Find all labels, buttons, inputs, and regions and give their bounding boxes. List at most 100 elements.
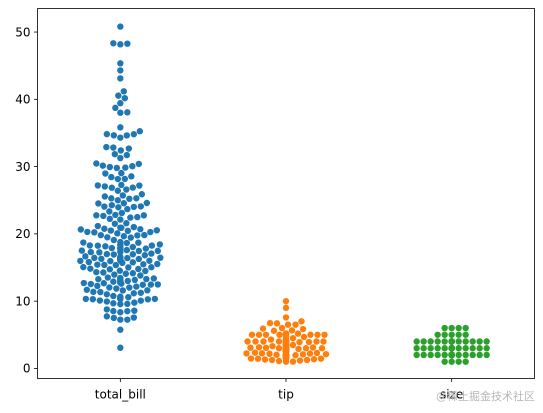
- total-bill-point: [97, 231, 105, 239]
- total-bill-point: [117, 293, 124, 300]
- tip-point: [275, 357, 283, 365]
- data-points: [77, 23, 490, 365]
- tip-point: [260, 338, 267, 345]
- size-point: [469, 351, 476, 359]
- watermark-text: @稀土掘金技术社区: [436, 389, 535, 403]
- total-bill-point: [143, 275, 150, 283]
- tip-point: [288, 327, 296, 334]
- total-bill-point: [84, 228, 91, 236]
- size-point: [462, 331, 469, 338]
- size-point: [455, 345, 462, 352]
- total-bill-point: [128, 173, 135, 180]
- tip-point: [303, 356, 311, 364]
- total-bill-point: [133, 195, 140, 202]
- total-bill-point: [95, 275, 102, 283]
- total-bill-point: [119, 192, 127, 199]
- tip-point: [275, 345, 283, 352]
- total-bill-point: [110, 132, 118, 139]
- tip-point: [313, 338, 320, 345]
- total-bill-point: [117, 309, 124, 316]
- size-point: [455, 338, 462, 345]
- tip-point: [255, 344, 263, 351]
- tip-point: [269, 342, 276, 350]
- tip-point: [243, 350, 250, 357]
- tip-point: [282, 297, 290, 305]
- tip-point: [259, 325, 267, 332]
- size-point: [413, 345, 420, 352]
- total-bill-point: [153, 227, 161, 234]
- total-bill-point: [119, 287, 127, 294]
- total-bill-point: [94, 261, 101, 268]
- tip-point: [313, 349, 321, 357]
- tip-point: [306, 350, 314, 357]
- total-bill-point: [87, 280, 95, 288]
- tip-point: [296, 338, 303, 346]
- tip-point: [309, 344, 317, 351]
- total-bill-point: [97, 288, 104, 296]
- total-bill-point: [89, 295, 97, 303]
- total-bill-point: [80, 279, 88, 287]
- tip-point: [307, 331, 314, 338]
- y-tick-label: 40: [15, 93, 30, 107]
- tip-point: [300, 333, 308, 341]
- total-bill-point: [77, 226, 85, 233]
- total-bill-point: [147, 228, 154, 236]
- total-bill-point: [137, 203, 145, 210]
- size-point: [448, 331, 455, 338]
- total-bill-point: [85, 258, 93, 266]
- size-point: [420, 351, 427, 359]
- total-bill-point: [94, 282, 101, 290]
- total-bill-point: [94, 222, 102, 230]
- total-bill-point: [123, 151, 131, 159]
- total-bill-point: [123, 246, 131, 254]
- total-bill-point: [98, 255, 105, 263]
- total-bill-point: [134, 232, 141, 239]
- total-bill-point: [148, 250, 155, 257]
- y-tick-label: 10: [15, 294, 30, 308]
- total-bill-point: [117, 316, 124, 323]
- total-bill-point: [117, 274, 124, 282]
- total-bill-point: [106, 215, 114, 223]
- size-point: [420, 338, 427, 345]
- tip-point: [289, 341, 297, 349]
- total-bill-point: [106, 163, 114, 171]
- tip-point: [322, 350, 330, 358]
- total-bill-point: [86, 242, 94, 249]
- total-bill-point: [124, 316, 131, 323]
- tip-point: [298, 318, 305, 325]
- total-bill-point: [93, 268, 100, 276]
- y-tick-label: 0: [23, 362, 31, 376]
- total-bill-point: [114, 187, 122, 194]
- total-bill-point: [110, 144, 117, 151]
- total-bill-point: [124, 300, 131, 308]
- total-bill-point: [117, 224, 124, 231]
- size-point: [427, 345, 434, 352]
- total-bill-point: [117, 253, 124, 261]
- total-bill-point: [130, 203, 138, 211]
- size-point: [469, 338, 476, 345]
- total-bill-point: [144, 287, 151, 294]
- total-bill-point: [131, 276, 139, 284]
- size-point: [476, 345, 483, 352]
- total-bill-point: [130, 314, 138, 321]
- x-tick-label-tip: tip: [278, 388, 294, 402]
- tip-point: [270, 327, 278, 334]
- total-bill-point: [101, 203, 108, 210]
- size-point: [483, 351, 490, 359]
- total-bill-point: [135, 265, 142, 273]
- total-bill-point: [104, 274, 112, 281]
- total-bill-point: [147, 281, 155, 288]
- total-bill-point: [137, 297, 145, 304]
- total-bill-point: [125, 145, 133, 152]
- tip-point: [254, 355, 262, 362]
- total-bill-point: [124, 307, 131, 315]
- total-bill-point: [120, 233, 128, 240]
- tip-point: [266, 319, 274, 327]
- size-point: [441, 351, 448, 359]
- total-bill-point: [143, 199, 151, 207]
- total-bill-point: [117, 75, 124, 82]
- total-bill-point: [91, 229, 98, 236]
- total-bill-point: [110, 236, 118, 244]
- tip-point: [258, 350, 266, 357]
